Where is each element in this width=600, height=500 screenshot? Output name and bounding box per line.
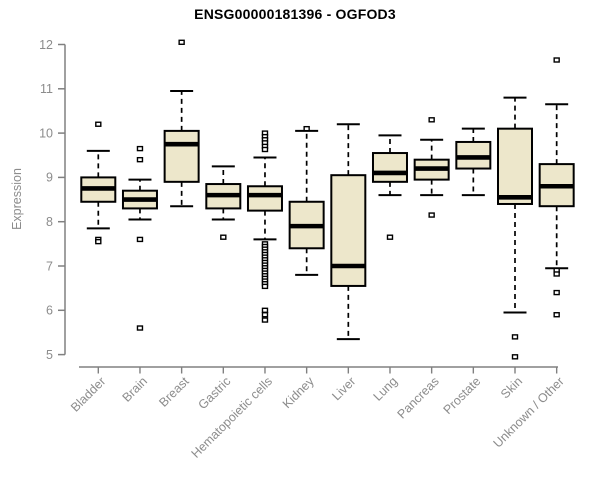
x-axis-tick-label: Gastric — [196, 374, 234, 412]
outlier-point — [261, 317, 269, 323]
y-axis-tick-label: 6 — [46, 304, 53, 318]
x-axis-tick-label: Unknown / Other — [491, 374, 567, 450]
outlier-point — [95, 121, 102, 127]
outlier-point — [261, 307, 269, 313]
x-axis-tick-label: Prostate — [441, 374, 484, 417]
x-axis-tick-label: Brain — [120, 374, 151, 405]
iqr-box — [371, 152, 408, 183]
outlier-point — [136, 156, 144, 163]
outlier-point — [178, 39, 185, 45]
iqr-box — [163, 129, 200, 183]
outlier-point — [553, 271, 560, 277]
outlier-point — [511, 334, 519, 340]
outlier-point — [303, 125, 310, 132]
y-axis-tick-label: 7 — [46, 259, 53, 273]
outlier-point — [220, 234, 227, 240]
outlier-point — [511, 354, 519, 360]
outlier-point — [95, 238, 102, 245]
outlier-point — [428, 117, 435, 123]
outlier-point — [136, 145, 144, 152]
x-axis-tick-label: Kidney — [280, 374, 317, 411]
iqr-box — [246, 185, 283, 212]
x-axis-tick-label: Breast — [156, 374, 192, 410]
y-axis-tick-label: 12 — [39, 38, 53, 52]
iqr-box — [497, 127, 533, 205]
outlier-point — [553, 57, 560, 63]
outlier-point — [261, 312, 269, 318]
outlier-point — [261, 283, 269, 290]
outlier-point — [136, 236, 144, 243]
chart-title: ENSG00000181396 - OGFOD3 — [194, 6, 396, 22]
outlier-point — [261, 146, 269, 153]
x-axis-tick-label: Skin — [498, 374, 525, 401]
y-axis-tick-label: 5 — [46, 348, 53, 362]
outlier-point — [136, 325, 144, 331]
x-axis-tick-label: Bladder — [68, 374, 108, 414]
y-axis-tick-label: 10 — [39, 126, 53, 140]
outlier-point — [386, 234, 394, 240]
outlier-point — [553, 289, 560, 296]
outlier-point — [428, 212, 435, 218]
iqr-box — [330, 174, 367, 287]
y-axis-tick-label: 8 — [46, 215, 53, 229]
x-axis-tick-label: Lung — [371, 374, 401, 404]
x-axis-tick-label: Liver — [329, 374, 358, 403]
x-axis-tick-label: Pancreas — [395, 374, 442, 421]
y-axis-tick-label: 9 — [46, 171, 53, 185]
x-axis-tick-label: Hematopoietic cells — [189, 374, 276, 461]
y-axis-tick-label: 11 — [40, 82, 53, 96]
outlier-point — [553, 312, 560, 318]
